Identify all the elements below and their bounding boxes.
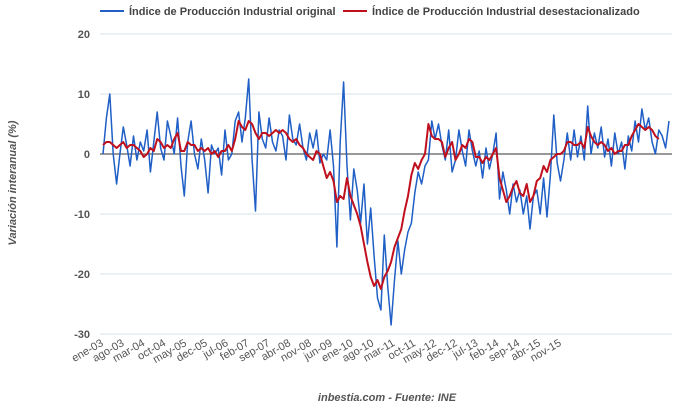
series-lines	[102, 78, 670, 326]
y-tick-label: -20	[74, 269, 90, 281]
series-line-desestacionalizado[interactable]	[102, 120, 660, 290]
legend-label-desestacionalizado: Índice de Producción Industrial desestac…	[372, 5, 640, 18]
y-tick-label: 10	[78, 89, 90, 101]
x-axis-ticks: ene-03ago-03mar-04oct-04may-05dec-05jul-…	[70, 337, 564, 366]
series-line-original[interactable]	[102, 78, 670, 326]
y-axis-title: Variación interanual (%)	[7, 120, 19, 245]
y-tick-label: 20	[78, 29, 90, 41]
source-caption: inbestia.com - Fuente: INE	[318, 392, 457, 404]
legend-item-original[interactable]: Índice de Producción Industrial original	[100, 5, 336, 18]
y-axis-ticks: 20 10 0 -10 -20 -30	[74, 29, 90, 341]
legend-label-original: Índice de Producción Industrial original	[129, 5, 336, 18]
legend: Índice de Producción Industrial original…	[100, 5, 640, 18]
legend-item-desestacionalizado[interactable]: Índice de Producción Industrial desestac…	[343, 5, 640, 18]
y-tick-label: -30	[74, 329, 90, 341]
y-tick-label: -10	[74, 209, 90, 221]
y-tick-label: 0	[84, 149, 90, 161]
